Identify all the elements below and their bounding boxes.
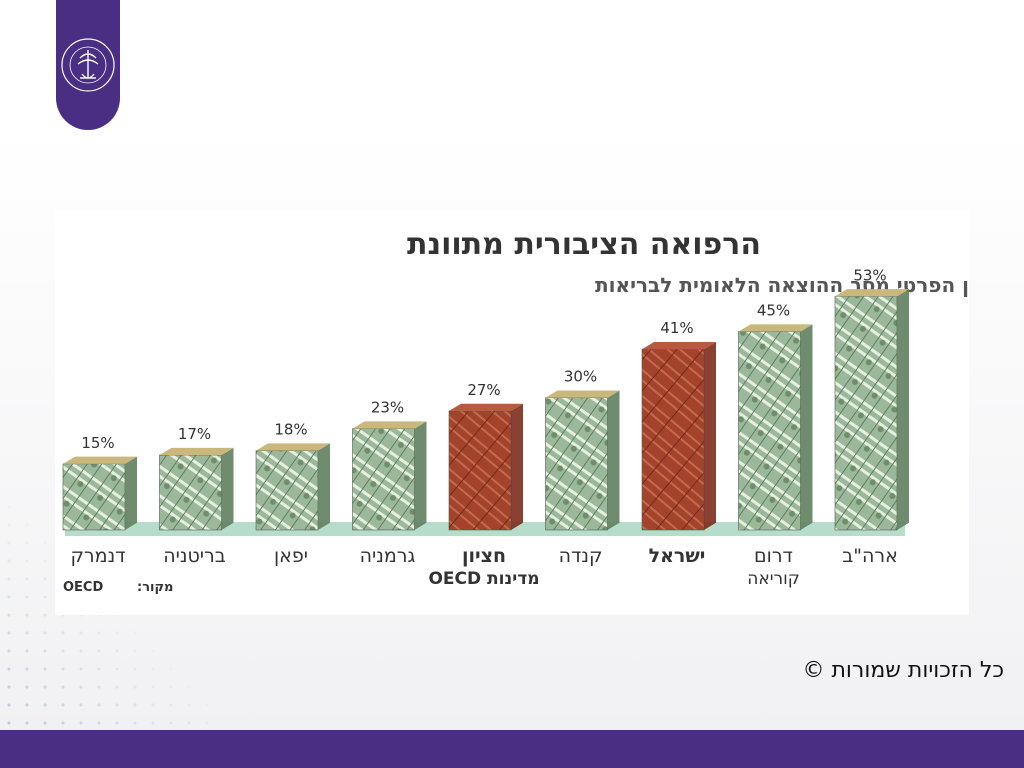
bar-side [607, 390, 620, 530]
association-logo [56, 0, 120, 130]
bar-0 [62, 456, 137, 531]
bar-top [63, 456, 137, 464]
value-label: 23% [371, 399, 404, 417]
value-label: 15% [81, 434, 114, 452]
bar-top [642, 341, 716, 350]
bar-top [835, 289, 909, 297]
bar-front [641, 348, 705, 531]
value-label: 30% [564, 368, 597, 386]
category-label: יפאן [274, 545, 308, 567]
bar-1 [159, 447, 234, 531]
value-label: 17% [178, 425, 211, 443]
bar-top [449, 403, 523, 411]
bar-5 [545, 390, 620, 531]
bar-front [834, 295, 898, 531]
bar-top [159, 447, 234, 456]
bar-front [255, 450, 319, 531]
bar-top [352, 421, 427, 429]
value-label: 27% [467, 381, 500, 399]
value-label: 53% [853, 266, 886, 284]
bar-front [448, 410, 512, 531]
bars-group: 15% דנמרק 17% בריטניה 18% יפאן 23% גרמניה 27% חצי… [62, 266, 909, 589]
bar-side [414, 421, 427, 530]
bar-3 [352, 421, 427, 531]
category-label: גרמניה [360, 545, 416, 567]
bar-side [800, 324, 813, 530]
bar-top [256, 443, 330, 451]
bar-side [125, 456, 137, 530]
category-label-line2: מדינות OECD [428, 569, 539, 589]
bar-front [159, 454, 222, 531]
bar-2 [255, 443, 330, 531]
copyright-text: כל הזכויות שמורות © [802, 658, 1004, 683]
bar-front [545, 397, 608, 531]
category-label: ארה"ב [842, 545, 898, 567]
bar-side [704, 341, 716, 530]
bar-side [897, 289, 909, 530]
bar-front [738, 331, 801, 531]
category-label: דרום [754, 545, 793, 567]
bar-side [221, 447, 234, 530]
bar-top [545, 390, 620, 398]
value-label: 45% [757, 302, 790, 320]
category-label: בריטניה [163, 545, 226, 567]
source-label: מקור: [137, 580, 173, 595]
bar-top [738, 324, 813, 332]
category-label: חציון [462, 545, 506, 567]
bar-front [62, 463, 126, 531]
chart-image: הרפואה הציבורית מתוונת שיעור המימון הפרט… [55, 210, 969, 615]
chart-subtitle: שיעור המימון הפרטי מסך ההוצאה הלאומית לב… [595, 273, 969, 297]
bar-side [511, 403, 523, 530]
bar-6 [641, 341, 716, 531]
category-label-line2: קוריאה [747, 569, 800, 589]
category-label: קנדה [559, 545, 603, 567]
category-label: ישראל [649, 545, 706, 567]
source-note: מקור: OECD [63, 580, 173, 595]
source-value: OECD [63, 580, 103, 595]
chart-title-group: הרפואה הציבורית מתוונת שיעור המימון הפרט… [407, 227, 969, 297]
footer-bar [0, 730, 1024, 768]
bar-side [318, 443, 330, 530]
bar-front [352, 428, 415, 531]
value-label: 41% [660, 319, 693, 337]
category-label: דנמרק [70, 545, 125, 567]
bar-8 [834, 289, 909, 531]
value-label: 18% [274, 421, 307, 439]
bar-4 [448, 403, 523, 531]
chart-title: הרפואה הציבורית מתוונת [407, 227, 761, 262]
bar-7 [738, 324, 813, 531]
